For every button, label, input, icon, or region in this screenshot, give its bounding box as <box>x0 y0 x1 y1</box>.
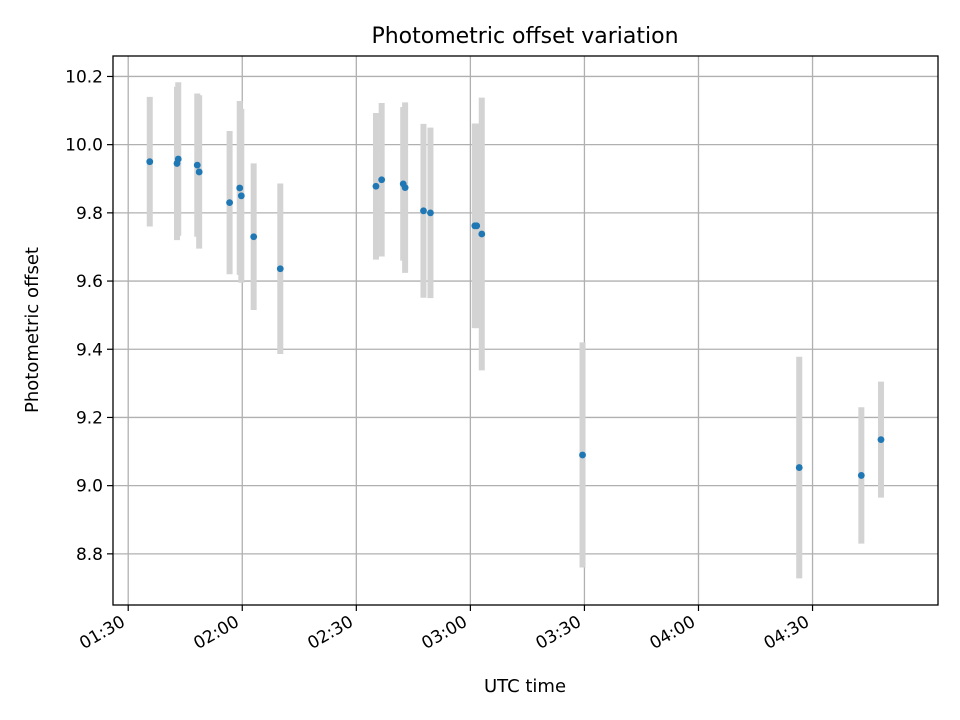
data-points <box>146 155 885 479</box>
x-axis-label: UTC time <box>484 676 566 697</box>
y-tick-label: 10.2 <box>65 67 103 87</box>
data-point <box>857 472 865 479</box>
plot-frame <box>112 55 939 606</box>
y-tick-label: 9.8 <box>76 204 103 224</box>
data-point <box>276 265 284 273</box>
y-tick-label: 9.4 <box>76 340 103 360</box>
data-point <box>473 222 481 230</box>
data-point <box>146 158 154 166</box>
data-point <box>378 176 386 184</box>
data-point <box>420 207 427 215</box>
data-point <box>193 161 201 169</box>
y-tick-label: 9.0 <box>76 477 103 497</box>
data-point <box>877 436 885 444</box>
data-point <box>427 209 434 217</box>
data-point <box>250 233 258 241</box>
data-point <box>226 199 233 207</box>
data-point <box>795 464 803 471</box>
data-point <box>579 451 586 459</box>
data-point <box>174 155 182 163</box>
chart-title: Photometric offset variation <box>371 24 678 49</box>
y-axis-label: Photometric offset <box>22 247 43 413</box>
data-point <box>401 184 409 192</box>
y-tick-label: 9.2 <box>76 408 103 428</box>
y-tick-label: 9.6 <box>76 272 103 292</box>
data-point <box>237 192 245 200</box>
y-tick-label: 8.8 <box>76 545 103 565</box>
data-point <box>372 182 380 190</box>
data-point <box>195 168 203 176</box>
y-tick-label: 10.0 <box>65 136 103 156</box>
data-point <box>236 184 244 192</box>
data-point <box>478 230 486 238</box>
